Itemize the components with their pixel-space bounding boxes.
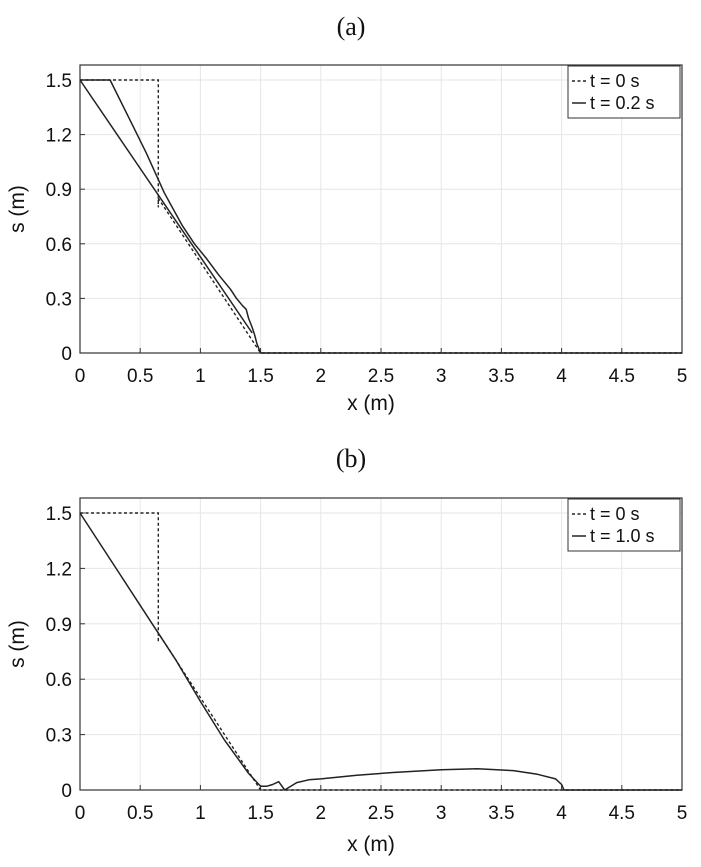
x-tick-label: 5 (677, 366, 688, 387)
y-tick-label: 1.2 (46, 126, 72, 147)
x-axis-label: x (m) (347, 392, 395, 415)
y-tick-label: 0.3 (46, 726, 72, 747)
x-tick-label: 4.5 (609, 366, 635, 387)
series-line-1 (79, 512, 682, 791)
y-tick-label: 0 (61, 344, 72, 365)
x-tick-label: 1 (195, 803, 206, 824)
y-tick-label: 0.6 (46, 670, 72, 691)
x-tick-label: 0 (75, 803, 86, 824)
y-tick-label: 0.3 (46, 289, 72, 310)
x-tick-label: 2 (316, 366, 327, 387)
x-tick-label: 3 (436, 366, 447, 387)
x-tick-label: 1.5 (247, 803, 273, 824)
legend-box (567, 65, 681, 119)
x-tick-label: 0 (75, 366, 86, 387)
x-tick-label: 4.5 (609, 803, 635, 824)
legend-label: t = 0.2 s (590, 93, 655, 113)
x-tick-label: 5 (677, 803, 688, 824)
legend-box (567, 498, 681, 552)
x-tick-label: 1 (195, 366, 206, 387)
series-line-2 (79, 79, 253, 334)
x-axis-label: x (m) (347, 833, 395, 856)
x-tick-label: 3.5 (488, 803, 514, 824)
legend-label: t = 0 s (590, 71, 640, 91)
series-line-0 (80, 512, 682, 791)
y-tick-label: 1.5 (46, 504, 72, 525)
x-tick-label: 2.5 (368, 366, 394, 387)
panel-title: (b) (336, 444, 366, 473)
y-tick-label: 0.9 (46, 615, 72, 636)
chart-panel-1: (b) 0 0.5 1 1.5 2 2.5 3 3.5 4 4.5 5 0 0.3 0.6 0.9 1.2 1.5… (6, 444, 687, 856)
panel-title: (a) (337, 12, 366, 41)
chart-panel-0: (a) 0 0.5 1 1.5 2 2.5 3 3.5 4 4.5 5 0 0.3 0.6 0.9 1.2 1.5… (6, 12, 687, 415)
x-tick-label: 0.5 (127, 803, 153, 824)
x-tick-label: 0.5 (127, 366, 153, 387)
x-tick-label: 2.5 (368, 803, 394, 824)
x-tick-label: 4 (556, 803, 567, 824)
x-tick-label: 1.5 (247, 366, 273, 387)
legend: t = 0 st = 0.2 s (567, 65, 681, 119)
x-tick-label: 2 (316, 803, 327, 824)
y-axis-label: s (m) (6, 620, 29, 668)
legend-label: t = 0 s (590, 504, 640, 524)
y-tick-label: 0 (61, 781, 72, 802)
y-tick-label: 1.5 (46, 71, 72, 92)
y-tick-label: 0.6 (46, 235, 72, 256)
y-tick-label: 0.9 (46, 180, 72, 201)
legend-label: t = 1.0 s (590, 526, 655, 546)
legend: t = 0 st = 1.0 s (567, 498, 681, 552)
y-tick-label: 1.2 (46, 559, 72, 580)
y-axis-label: s (m) (6, 185, 29, 233)
series-line-1 (80, 79, 682, 354)
x-tick-label: 3.5 (488, 366, 514, 387)
x-tick-label: 3 (436, 803, 447, 824)
x-tick-label: 4 (556, 366, 567, 387)
